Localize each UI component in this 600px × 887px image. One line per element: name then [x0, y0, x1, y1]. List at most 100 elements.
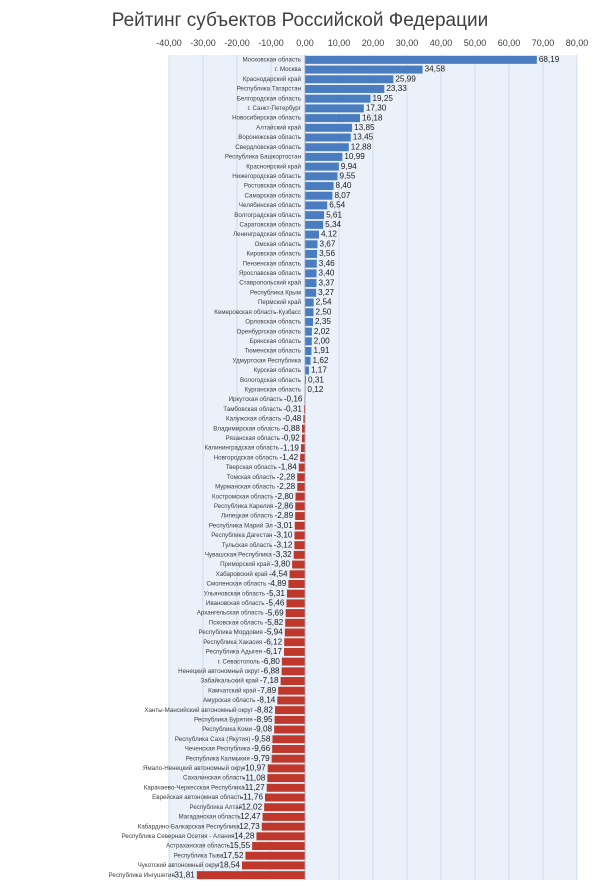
data-label: 2,35 [315, 317, 331, 326]
bar [300, 444, 305, 453]
category-label: Новосибирская область [232, 115, 301, 122]
data-label: -12,02 [239, 802, 263, 811]
bar [275, 706, 305, 715]
data-label: -9,58 [252, 734, 271, 743]
bar [252, 842, 305, 851]
x-tick-label: 50,00 [464, 38, 487, 48]
bar [305, 259, 317, 268]
chart-title: Рейтинг субъектов Российской Федерации [111, 10, 489, 31]
category-label: Тверская область [226, 464, 277, 471]
bar [305, 84, 385, 93]
data-label: -1,42 [280, 453, 299, 462]
data-label: -6,88 [261, 666, 280, 675]
bar [292, 560, 305, 569]
category-label: Карачаево-Черкесская Республика [144, 784, 245, 791]
data-label: -9,66 [251, 744, 270, 753]
category-label: Курская область [254, 367, 301, 374]
bar [305, 172, 338, 181]
category-label: Республика Саха (Якутия) [175, 736, 251, 743]
bar [298, 463, 305, 472]
bar [267, 774, 305, 783]
category-label: Хабаровский край [216, 571, 269, 578]
category-label: Ивановская область [206, 600, 265, 607]
data-label: -7,18 [260, 676, 279, 685]
category-label: Амурская область [203, 697, 255, 704]
category-label: Омская область [255, 241, 301, 248]
data-label: -1,84 [278, 463, 297, 472]
category-label: Удмуртская Республика [233, 357, 302, 364]
bar [301, 434, 305, 443]
bar [297, 473, 305, 482]
category-label: Республика Калмыкия [186, 755, 250, 762]
bar [285, 609, 305, 618]
category-label: Мурманская область [215, 484, 275, 491]
data-label: -5,69 [265, 608, 284, 617]
bar [262, 812, 305, 821]
category-label: Пермский край [258, 299, 302, 306]
bar [241, 861, 305, 870]
category-label: Московская область [242, 56, 301, 63]
category-label: Калужская область [226, 416, 281, 423]
x-tick-label: -30,00 [190, 38, 216, 48]
category-label: Томская область [227, 474, 275, 481]
bar [305, 133, 351, 142]
category-label: Псковская область [209, 619, 263, 626]
data-label: -5,46 [266, 599, 285, 608]
bar [305, 240, 318, 249]
data-label: 1,91 [313, 346, 329, 355]
category-label: Республика Коми [202, 726, 253, 733]
bar [305, 162, 339, 171]
category-label: Алтайский край [256, 124, 301, 131]
category-label: Новгородская область [214, 454, 278, 461]
bar [305, 279, 317, 288]
data-label: -11,08 [243, 773, 266, 782]
bar [265, 793, 305, 802]
category-label: Смоленская область [207, 581, 267, 588]
bar [305, 269, 317, 278]
bar [261, 822, 305, 831]
bar [281, 667, 305, 676]
category-label: Республика Хакасия [203, 639, 262, 646]
data-label: -8,14 [257, 696, 276, 705]
category-label: Ростовская область [244, 183, 301, 190]
data-label: 23,33 [386, 84, 407, 93]
category-label: Приморский край [220, 561, 271, 568]
category-label: Республика Бурятия [194, 716, 253, 723]
category-label: Липецкая область [221, 513, 273, 520]
bar [274, 725, 305, 734]
category-label: Саратовская область [239, 221, 301, 228]
data-label: -5,82 [265, 618, 284, 627]
bar [305, 201, 328, 210]
bar [305, 143, 349, 152]
category-label: Республика Марий Эл [209, 522, 273, 529]
category-label: Рязанская область [226, 435, 280, 442]
category-label: Чеченская Республика [185, 746, 251, 753]
data-label: 2,02 [314, 327, 330, 336]
data-label: -14,28 [231, 831, 255, 840]
x-tick-label: 60,00 [498, 38, 521, 48]
bar [305, 104, 364, 113]
data-label: -0,88 [281, 424, 300, 433]
bar [284, 628, 305, 637]
bar [293, 550, 305, 559]
category-label: Тамбовская область [223, 406, 282, 413]
data-label: -31,81 [172, 870, 196, 879]
x-tick-label: 40,00 [430, 38, 453, 48]
data-label: 0,31 [308, 375, 324, 384]
data-label: 8,40 [336, 181, 352, 190]
data-label: -0,48 [283, 414, 302, 423]
x-tick-label: 30,00 [396, 38, 419, 48]
category-label: Республика Карелия [214, 503, 273, 510]
category-label: Сахалинская область [183, 775, 245, 782]
bar [305, 376, 307, 385]
category-label: Тюменская область [244, 348, 301, 355]
data-label: 9,94 [341, 162, 357, 171]
data-label: 3,27 [318, 288, 334, 297]
bar [277, 696, 305, 705]
category-label: Владимирская область [213, 425, 280, 432]
x-tick-label: 0,00 [296, 38, 314, 48]
category-label: Республика Северная Осетия - Алания [122, 833, 235, 840]
bar [305, 211, 325, 220]
category-label: Камчатский край [208, 687, 257, 694]
data-label: 17,30 [366, 104, 387, 113]
